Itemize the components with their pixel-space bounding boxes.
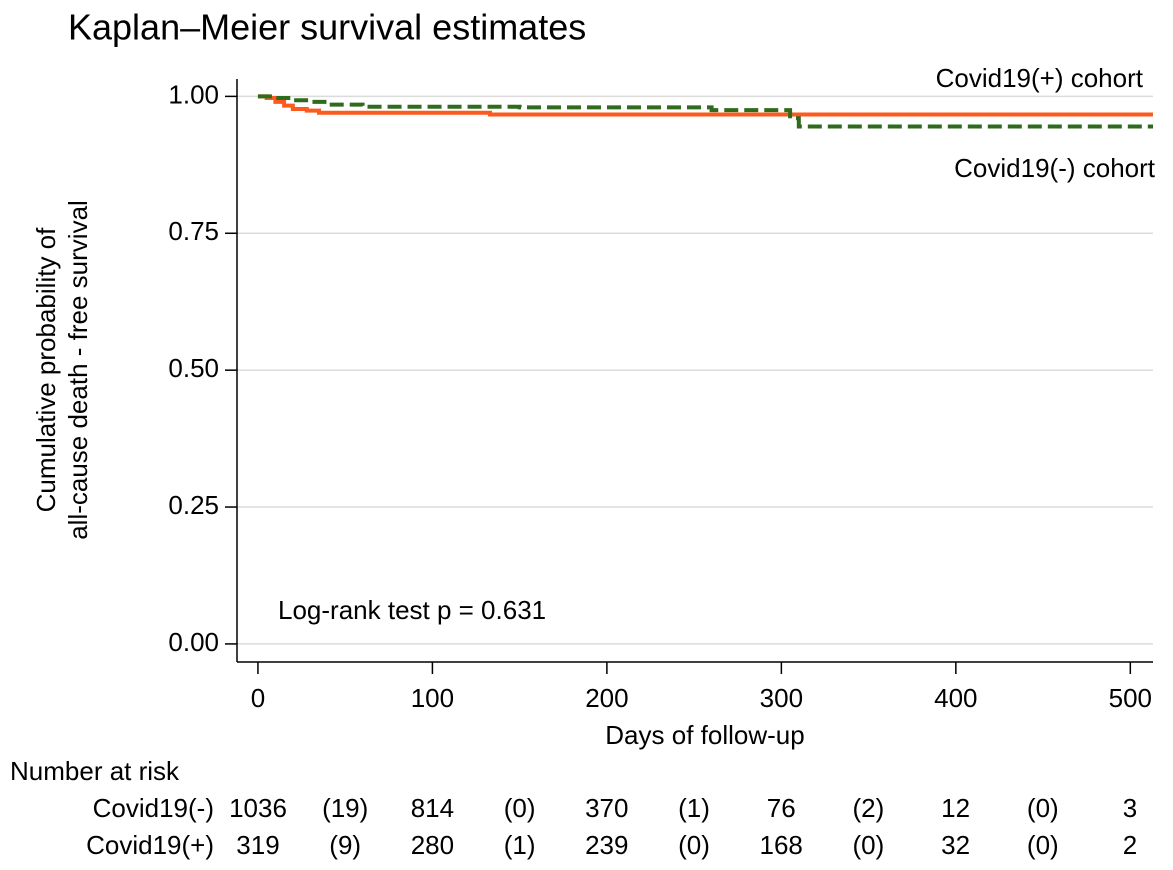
x-tick-label: 200 bbox=[585, 683, 628, 713]
risk-cell: (0) bbox=[1027, 793, 1059, 823]
risk-cell: 239 bbox=[585, 830, 628, 860]
y-axis-label: all-cause death - free survival bbox=[63, 200, 93, 540]
x-tick-label: 500 bbox=[1109, 683, 1152, 713]
y-tick-label: 0.00 bbox=[168, 627, 219, 657]
risk-cell: 3 bbox=[1123, 793, 1137, 823]
x-tick-label: 400 bbox=[934, 683, 977, 713]
risk-cell: (0) bbox=[1027, 830, 1059, 860]
risk-cell: 814 bbox=[411, 793, 454, 823]
risk-cell: 168 bbox=[760, 830, 803, 860]
risk-cell: (0) bbox=[678, 830, 710, 860]
x-tick-label: 300 bbox=[760, 683, 803, 713]
risk-cell: (1) bbox=[504, 830, 536, 860]
risk-cell: 32 bbox=[941, 830, 970, 860]
risk-cell: (19) bbox=[322, 793, 368, 823]
risk-cell: 76 bbox=[767, 793, 796, 823]
risk-cell: (2) bbox=[853, 793, 885, 823]
risk-cell: 1036 bbox=[229, 793, 287, 823]
y-tick-label: 0.75 bbox=[168, 216, 219, 246]
y-axis-label: Cumulative probability of bbox=[31, 227, 61, 512]
series-label: Covid19(-) cohort bbox=[954, 153, 1156, 183]
risk-cell: 2 bbox=[1123, 830, 1137, 860]
risk-cell: (0) bbox=[504, 793, 536, 823]
annotation: Log-rank test p = 0.631 bbox=[278, 595, 546, 625]
survival-line bbox=[257, 94, 1153, 129]
risk-row-name: Covid19(-) bbox=[93, 793, 214, 823]
risk-cell: 12 bbox=[941, 793, 970, 823]
risk-cell: 370 bbox=[585, 793, 628, 823]
x-axis-label: Days of follow-up bbox=[605, 720, 804, 750]
risk-table-title: Number at risk bbox=[10, 756, 180, 786]
risk-cell: 319 bbox=[236, 830, 279, 860]
chart-title: Kaplan–Meier survival estimates bbox=[68, 7, 586, 48]
risk-cell: (9) bbox=[329, 830, 361, 860]
risk-row-name: Covid19(+) bbox=[86, 830, 214, 860]
y-tick-label: 0.50 bbox=[168, 353, 219, 383]
x-tick-label: 100 bbox=[411, 683, 454, 713]
risk-cell: (1) bbox=[678, 793, 710, 823]
risk-cell: 280 bbox=[411, 830, 454, 860]
y-tick-label: 0.25 bbox=[168, 490, 219, 520]
y-tick-label: 1.00 bbox=[168, 79, 219, 109]
risk-cell: (0) bbox=[853, 830, 885, 860]
series-label: Covid19(+) cohort bbox=[936, 63, 1144, 93]
x-tick-label: 0 bbox=[251, 683, 265, 713]
